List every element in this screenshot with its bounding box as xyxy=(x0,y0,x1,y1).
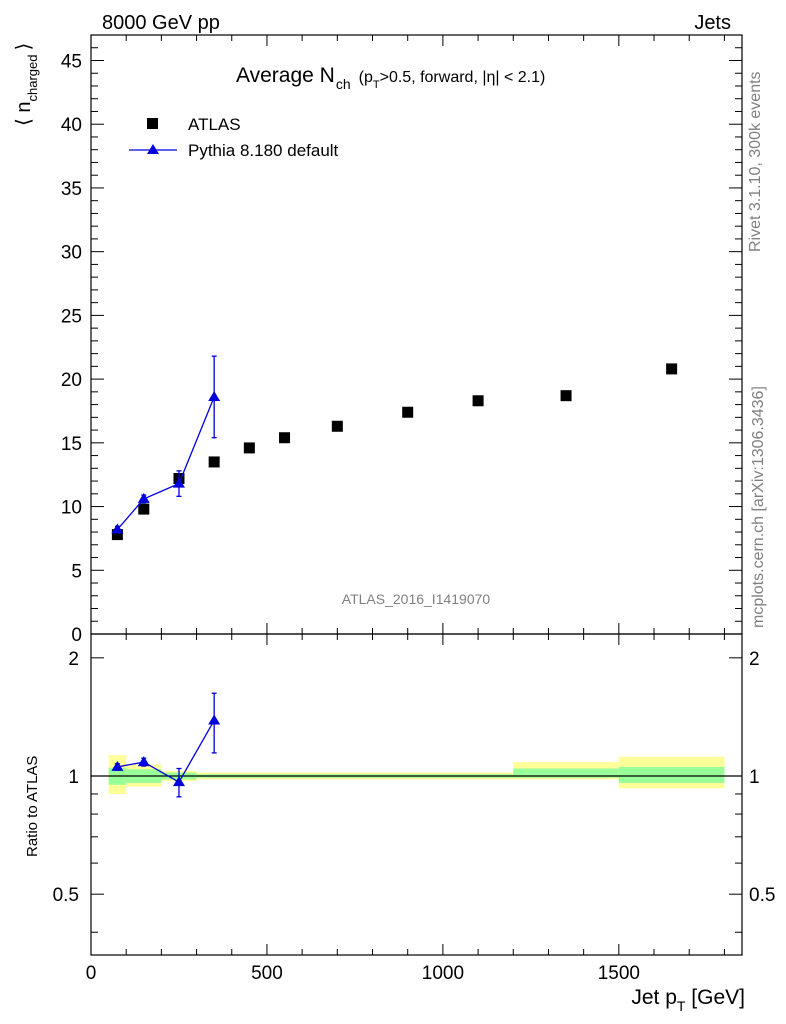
y-tick-main-label: 20 xyxy=(61,370,82,391)
main-title-paren: (p xyxy=(359,69,373,86)
legend-atlas-marker xyxy=(147,118,158,129)
y-tick-ratio-label-left: 2 xyxy=(68,649,79,670)
axis-ticks: 0 500 1000 1500 0 5 10 15 20 25 30 35 40 45 0.5 0.5 1 1 2 2 xyxy=(53,34,775,984)
atlas-data-point xyxy=(279,432,291,444)
y-tick-main-label: 30 xyxy=(61,243,82,264)
y-tick-main-label: 40 xyxy=(61,115,82,136)
y-tick-main-label: 35 xyxy=(61,179,82,200)
ratio-band-inner-5 xyxy=(618,766,725,783)
header-right: Jets xyxy=(694,12,731,34)
y-tick-main-label: 25 xyxy=(61,306,82,327)
main-mc-marker xyxy=(208,390,221,401)
y-tick-main-label: 10 xyxy=(61,498,82,519)
y-tick-main-label: 0 xyxy=(71,625,82,646)
x-tick-label: 0 xyxy=(86,963,97,984)
atlas-data-point xyxy=(666,363,678,375)
mcplots-label: mcplots.cern.ch [arXiv:1306.3436] xyxy=(750,386,767,628)
y-tick-main-label: 15 xyxy=(61,434,82,455)
atlas-data-point xyxy=(402,406,414,418)
y-axis-main-label: ⟨ ncharged ⟩ xyxy=(13,43,40,126)
y-tick-ratio-label-right: 1 xyxy=(749,767,760,788)
main-title-paren-sub: T xyxy=(373,79,380,91)
main-title-text: Average N xyxy=(236,64,335,87)
ratio-panel-frame xyxy=(90,633,743,956)
ratio-mc-marker xyxy=(208,714,221,725)
x-tick-label: 500 xyxy=(251,963,283,984)
main-title-sub: ch xyxy=(336,76,351,92)
x-axis-pre: Jet p xyxy=(631,986,677,1009)
main-mc-line xyxy=(116,396,215,530)
y-tick-main-label: 45 xyxy=(61,51,82,72)
x-axis-label: Jet pT [GeV] xyxy=(631,986,745,1014)
atlas-data-point xyxy=(208,456,220,468)
atlas-data-point xyxy=(560,390,572,402)
y-tick-ratio-label-left: 0.5 xyxy=(53,885,79,906)
data-series xyxy=(111,355,678,798)
watermark: ATLAS_2016_I1419070 xyxy=(342,591,491,607)
atlas-data-point xyxy=(331,420,343,432)
atlas-data-point xyxy=(138,503,150,515)
x-axis-sub: T xyxy=(677,998,686,1014)
y-tick-main-label: 5 xyxy=(71,561,82,582)
legend-pythia-label: Pythia 8.180 default xyxy=(188,141,339,160)
ratio-mc-marker xyxy=(111,760,124,771)
ratio-mc-line xyxy=(117,720,215,783)
ratio-mc-marker xyxy=(137,756,150,767)
y-axis-main-sub: charged xyxy=(25,55,40,102)
main-title-paren-rest: >0.5, forward, |η| < 2.1) xyxy=(380,69,546,86)
y-axis-main-pre: ⟨ n xyxy=(13,102,35,126)
atlas-data-point xyxy=(472,395,484,407)
x-axis-post: [GeV] xyxy=(685,986,745,1009)
ratio-mc-marker xyxy=(172,776,185,787)
ratio-uncertainty-bands xyxy=(91,755,742,794)
rivet-label: Rivet 3.1.10, 300k events xyxy=(747,71,764,252)
atlas-data-point xyxy=(243,442,255,454)
main-mc-marker xyxy=(172,477,185,488)
main-title: Average Nch (pT>0.5, forward, |η| < 2.1) xyxy=(236,64,545,92)
y-axis-main-post: ⟩ xyxy=(13,43,35,51)
y-axis-ratio-label: Ratio to ATLAS xyxy=(24,756,41,857)
y-tick-ratio-label-left: 1 xyxy=(68,767,79,788)
main-mc-marker xyxy=(111,523,124,534)
legend: ATLAS Pythia 8.180 default xyxy=(129,115,339,160)
legend-atlas-label: ATLAS xyxy=(188,115,241,134)
ratio-band-inner-4 xyxy=(513,768,619,778)
main-mc-marker xyxy=(137,492,150,503)
atlas-data-point xyxy=(111,529,123,541)
legend-pythia-marker xyxy=(147,144,159,154)
x-tick-label: 1500 xyxy=(598,963,640,984)
header-left: 8000 GeV pp xyxy=(102,12,220,34)
y-tick-ratio-label-right: 0.5 xyxy=(749,885,775,906)
x-tick-label: 1000 xyxy=(422,963,464,984)
y-tick-ratio-label-right: 2 xyxy=(749,649,760,670)
